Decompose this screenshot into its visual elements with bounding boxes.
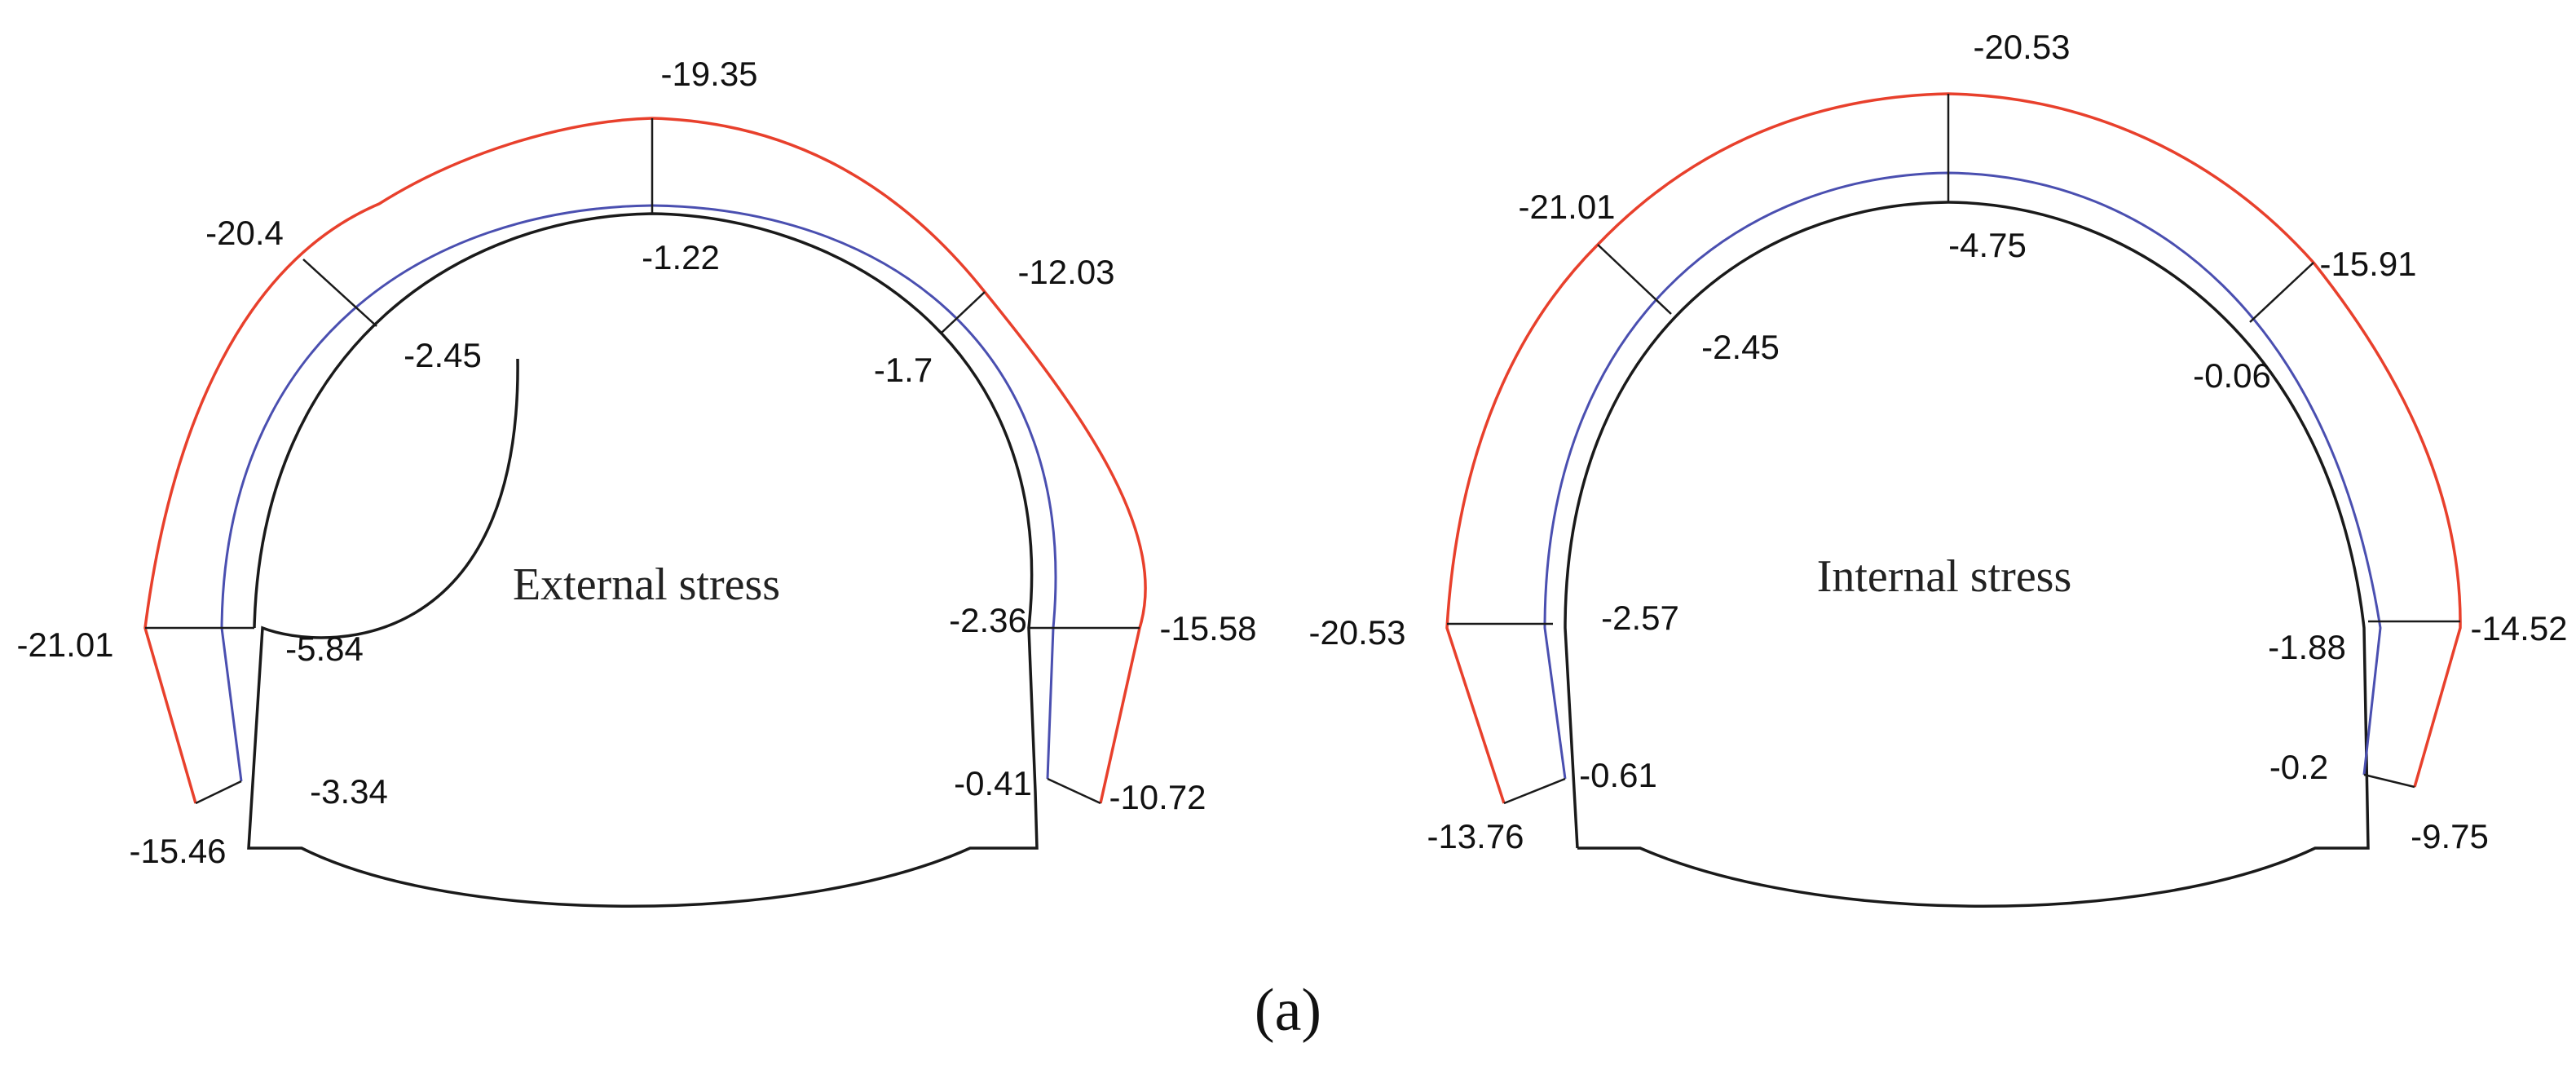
label-right-wall-outer: -15.58 [1159,609,1256,647]
label-right-shoulder-inner: -0.06 [2193,356,2271,395]
label-right-wall-outer: -14.52 [2470,609,2567,647]
label-left-shoulder-outer: -20.4 [205,214,284,252]
leader-right-foot [2363,773,2415,789]
leader-right-shoulder [941,291,986,334]
tunnel-outline [247,212,1039,908]
leader-left-shoulder [1597,244,1672,315]
label-right-foot-outer: -9.75 [2411,817,2489,855]
leader-right-foot [1047,777,1101,805]
label-crown-inner: -1.22 [642,238,720,276]
leader-left-foot [195,780,242,805]
label-right-shoulder-outer: -15.91 [2319,245,2416,283]
label-right-wall-inner: -2.36 [949,601,1027,639]
label-left-shoulder-inner: -2.45 [404,336,482,374]
label-left-foot-inner: -0.61 [1579,756,1657,794]
label-crown-outer: -19.35 [660,55,757,93]
label-left-wall-outer: -21.01 [16,625,113,664]
label-right-foot-inner: -0.2 [2269,748,2328,786]
label-left-foot-inner: -3.34 [310,772,388,811]
leader-left-shoulder [302,259,377,327]
label-left-wall-outer: -20.53 [1308,613,1405,652]
label-left-foot-outer: -13.76 [1427,817,1524,855]
internal-stress-curve [220,204,1057,782]
leader-right-shoulder [2249,262,2314,323]
label-left-shoulder-outer: -21.01 [1518,188,1615,226]
panel-internal: Internal stress -20.53 -4.75 -21.01 -2.4… [1308,28,2568,908]
external-stress-envelope [143,117,1147,804]
tunnel-outline [1564,201,2370,908]
label-right-shoulder-inner: -1.7 [874,351,933,389]
label-crown-outer: -20.53 [1973,28,2070,66]
label-right-foot-inner: -0.41 [954,764,1032,802]
label-left-wall-inner: -5.84 [285,630,364,668]
label-right-wall-inner: -1.88 [2268,628,2346,666]
label-left-shoulder-inner: -2.45 [1701,328,1780,366]
figure-caption: (a) [1255,977,1321,1044]
panel-title: External stress [513,559,780,610]
label-crown-inner: -4.75 [1948,226,2027,264]
panel-title: Internal stress [1817,551,2072,602]
label-right-foot-outer: -10.72 [1109,778,1206,816]
panel-external: External stress -19.35 -1.22 -20.4 -2.45… [16,55,1257,908]
leader-left-foot [1503,777,1566,805]
label-right-shoulder-outer: -12.03 [1017,253,1114,291]
label-left-foot-outer: -15.46 [129,832,226,870]
label-left-wall-inner: -2.57 [1601,599,1679,637]
